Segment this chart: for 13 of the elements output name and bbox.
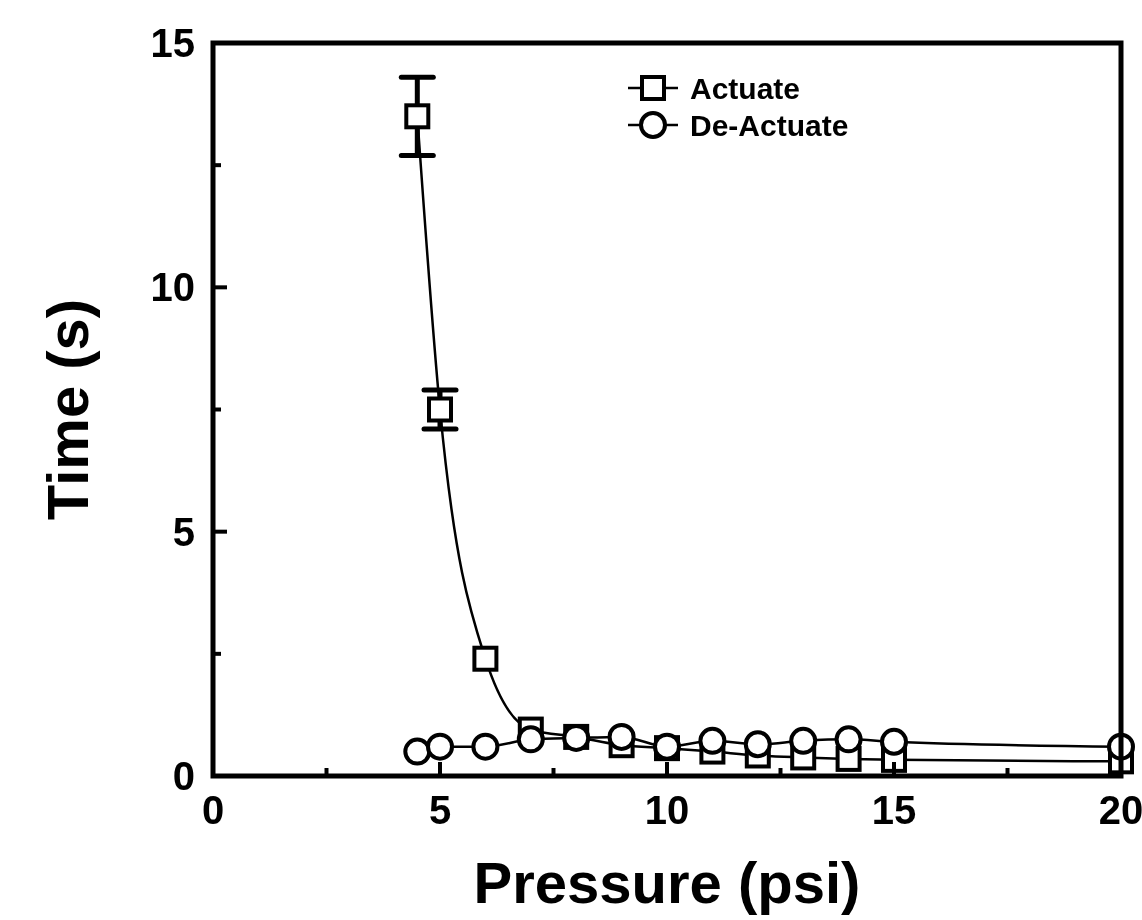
y-axis-title: Time (s) <box>35 298 100 521</box>
y-tick-label: 10 <box>150 265 195 310</box>
x-tick-label: 20 <box>1098 788 1142 832</box>
legend-label: De-Actuate <box>690 109 849 142</box>
x-tick-label: 15 <box>871 788 917 832</box>
y-tick-label: 15 <box>150 21 195 65</box>
x-tick-label: 0 <box>201 788 225 832</box>
legend-label: Actuate <box>690 72 801 105</box>
x-tick-label: 5 <box>428 788 452 832</box>
y-tick-label: 5 <box>172 509 195 554</box>
y-tick-label: 0 <box>172 754 195 798</box>
x-tick-label: 10 <box>644 788 690 832</box>
x-axis-title: Pressure (psi) <box>473 850 861 915</box>
